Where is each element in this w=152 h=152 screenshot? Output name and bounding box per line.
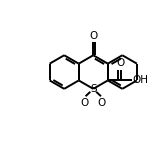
- Text: O: O: [80, 98, 89, 108]
- Text: O: O: [98, 98, 106, 108]
- Text: S: S: [90, 84, 97, 94]
- Text: O: O: [117, 58, 125, 68]
- Text: OH: OH: [133, 75, 149, 85]
- Text: O: O: [89, 31, 97, 41]
